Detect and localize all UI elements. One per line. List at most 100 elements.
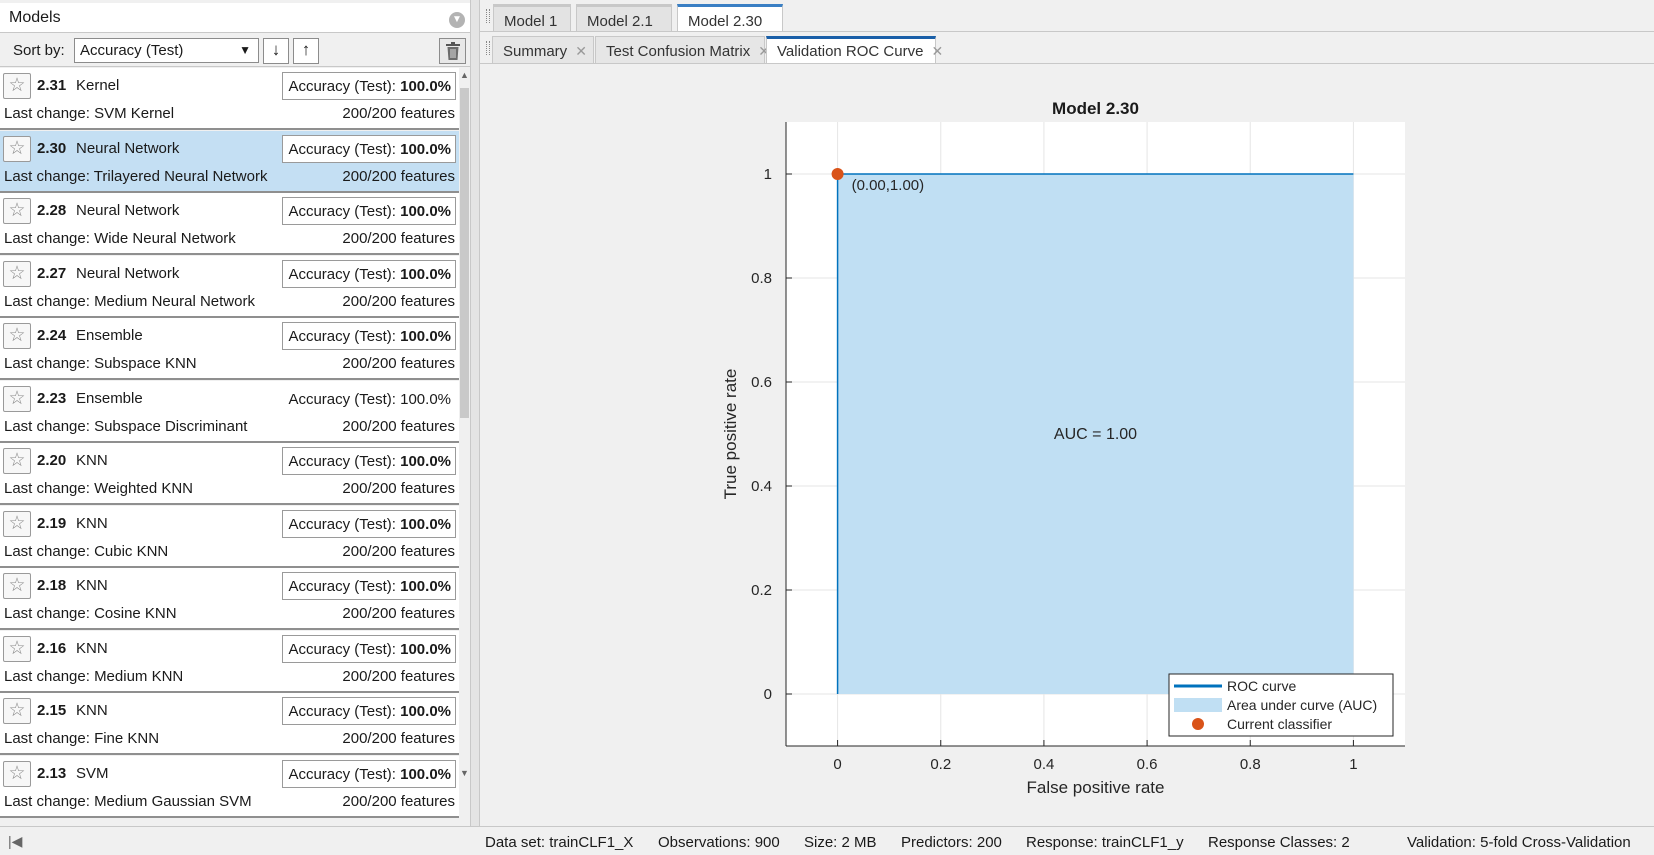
model-list-item[interactable]: ☆ 2.15 KNN Accuracy (Test): 100.0% Last chan… (0, 693, 459, 755)
model-list-item[interactable]: ☆ 2.23 Ensemble Accuracy (Test): 100.0% Last… (0, 380, 459, 443)
legend-auc-label: Area under curve (AUC) (1227, 697, 1377, 713)
model-accuracy-label: Accuracy (Test): (288, 453, 401, 470)
model-accuracy-value: 100.0% (400, 765, 451, 783)
model-accuracy-label: Accuracy (Test): (288, 78, 401, 95)
model-accuracy: Accuracy (Test): 100.0% (282, 72, 456, 100)
model-last-change: Last change: SVM Kernel (4, 105, 175, 122)
close-icon[interactable]: ✕ (758, 43, 770, 59)
star-icon[interactable]: ☆ (3, 448, 31, 474)
scrollbar-thumb[interactable] (460, 88, 469, 418)
star-icon[interactable]: ☆ (3, 260, 31, 287)
star-icon[interactable]: ☆ (3, 760, 31, 787)
sort-descending-button[interactable]: ↓ (263, 38, 289, 64)
status-dataset: Data set: trainCLF1_X (485, 834, 634, 851)
model-features: 200/200 features (342, 605, 455, 622)
model-list-item[interactable]: ☆ 2.20 KNN Accuracy (Test): 100.0% Last chan… (0, 443, 459, 505)
model-features: 200/200 features (342, 667, 455, 685)
model-accuracy-value: 100.0% (400, 265, 451, 283)
model-id: 2.13 (37, 764, 67, 782)
model-last-change: Last change: Medium KNN (4, 667, 184, 685)
status-predictors: Predictors: 200 (901, 834, 1002, 851)
model-list-item[interactable]: ☆ 2.16 KNN Accuracy (Test): 100.0% Last chan… (0, 630, 459, 693)
model-accuracy: Accuracy (Test): 100.0% (282, 134, 456, 163)
model-tab[interactable]: Model 1 (493, 4, 571, 32)
model-list-item[interactable]: ☆ 2.19 KNN Accuracy (Test): 100.0% Last chan… (0, 505, 459, 568)
star-icon[interactable]: ☆ (3, 73, 31, 99)
view-tab[interactable]: Validation ROC Curve ✕ (766, 36, 943, 64)
model-list-item[interactable]: ☆ 2.30 Neural Network Accuracy (Test): 100.… (0, 130, 459, 193)
model-list-item[interactable]: ☆ 2.13 SVM Accuracy (Test): 100.0% Last chan… (0, 755, 459, 818)
star-icon[interactable]: ☆ (3, 635, 31, 662)
model-type: KNN (76, 639, 108, 657)
auc-label: AUC = 1.00 (1054, 426, 1137, 443)
status-observations: Observations: 900 (658, 834, 780, 851)
model-accuracy-value: 100.0% (400, 578, 451, 595)
model-id: 2.24 (37, 327, 67, 344)
view-tab-bar: Summary ✕ Test Confusion Matrix ✕ Validation… (480, 33, 1654, 64)
legend-auc-swatch (1174, 698, 1222, 712)
sort-label: Sort by: (13, 42, 65, 59)
star-icon[interactable]: ☆ (3, 135, 31, 162)
view-tab-label: Test Confusion Matrix (606, 43, 751, 60)
model-features: 200/200 features (342, 792, 455, 810)
status-response: Response: trainCLF1_y (1026, 834, 1184, 851)
model-accuracy-label: Accuracy (Test): (288, 203, 401, 220)
sort-toolbar: Sort by: Accuracy (Test) ▼ ↓ ↑ (0, 34, 470, 67)
model-accuracy-value: 100.0% (400, 140, 451, 158)
model-list-item[interactable]: ☆ 2.27 Neural Network Accuracy (Test): 100.… (0, 255, 459, 318)
model-tab[interactable]: Model 2.30 (677, 4, 783, 32)
close-icon[interactable]: ✕ (575, 43, 587, 59)
scroll-down-icon[interactable]: ▼ (460, 768, 469, 778)
close-icon[interactable]: ✕ (931, 43, 944, 59)
model-accuracy-label: Accuracy (Test): (288, 390, 401, 408)
delete-model-button[interactable] (439, 38, 466, 64)
model-type: KNN (76, 514, 108, 532)
model-tab-label: Model 1 (504, 13, 558, 30)
grip-icon[interactable] (486, 41, 490, 55)
model-tab[interactable]: Model 2.1 (576, 4, 672, 32)
collapse-left-icon[interactable]: |◀ (8, 833, 23, 849)
status-validation: Validation: 5-fold Cross-Validation (1407, 834, 1631, 851)
roc-chart: (0.00,1.00) AUC = 1.00 0 0.2 0.4 0.6 0.8 1 0 0.2 0… (721, 99, 1405, 797)
model-id: 2.31 (37, 77, 67, 94)
model-last-change: Last change: Trilayered Neural Network (4, 167, 268, 185)
model-accuracy-label: Accuracy (Test): (288, 140, 401, 158)
sort-dropdown[interactable]: Accuracy (Test) ▼ (74, 38, 259, 63)
y-tick-label: 0.2 (751, 582, 772, 599)
view-tab[interactable]: Test Confusion Matrix ✕ (595, 36, 770, 64)
model-list-item[interactable]: ☆ 2.24 Ensemble Accuracy (Test): 100.0% Last… (0, 318, 459, 380)
chart-title: Model 2.30 (1052, 99, 1139, 118)
sort-ascending-button[interactable]: ↑ (293, 38, 319, 64)
collapse-panel-icon[interactable]: ▼ (449, 12, 465, 28)
model-type: Ensemble (76, 389, 143, 407)
grip-icon[interactable] (486, 9, 490, 23)
y-tick-label: 0.8 (751, 270, 772, 287)
model-last-change: Last change: Medium Neural Network (4, 292, 255, 310)
star-icon[interactable]: ☆ (3, 698, 31, 724)
star-icon[interactable]: ☆ (3, 573, 31, 599)
model-list: ☆ 2.31 Kernel Accuracy (Test): 100.0% Last c… (0, 68, 459, 826)
model-list-item[interactable]: ☆ 2.18 KNN Accuracy (Test): 100.0% Last chan… (0, 568, 459, 630)
x-tick-label: 1 (1349, 756, 1357, 773)
model-list-item[interactable]: ☆ 2.28 Neural Network Accuracy (Test): 100.… (0, 193, 459, 255)
point-label: (0.00,1.00) (852, 177, 925, 194)
star-icon[interactable]: ☆ (3, 323, 31, 349)
model-list-item[interactable]: ☆ 2.31 Kernel Accuracy (Test): 100.0% Last c… (0, 68, 459, 130)
model-features: 200/200 features (342, 167, 455, 185)
legend-current-swatch (1192, 718, 1204, 730)
scroll-up-icon[interactable]: ▲ (460, 70, 469, 80)
legend-current-label: Current classifier (1227, 716, 1332, 732)
status-response-classes: Response Classes: 2 (1208, 834, 1350, 851)
model-list-scrollbar[interactable]: ▲ ▼ (459, 68, 470, 826)
model-accuracy: Accuracy (Test): 100.0% (282, 385, 456, 413)
star-icon[interactable]: ☆ (3, 385, 31, 412)
model-tab-label: Model 2.1 (587, 13, 653, 30)
panel-divider[interactable] (470, 0, 480, 826)
plot-area: (0.00,1.00) AUC = 1.00 0 0.2 0.4 0.6 0.8 1 0 0.2 0… (484, 65, 1654, 826)
star-icon[interactable]: ☆ (3, 198, 31, 224)
model-type: Neural Network (76, 202, 180, 219)
star-icon[interactable]: ☆ (3, 510, 31, 537)
model-accuracy: Accuracy (Test): 100.0% (282, 634, 456, 663)
model-accuracy-label: Accuracy (Test): (288, 703, 401, 720)
view-tab[interactable]: Summary ✕ (492, 36, 594, 64)
